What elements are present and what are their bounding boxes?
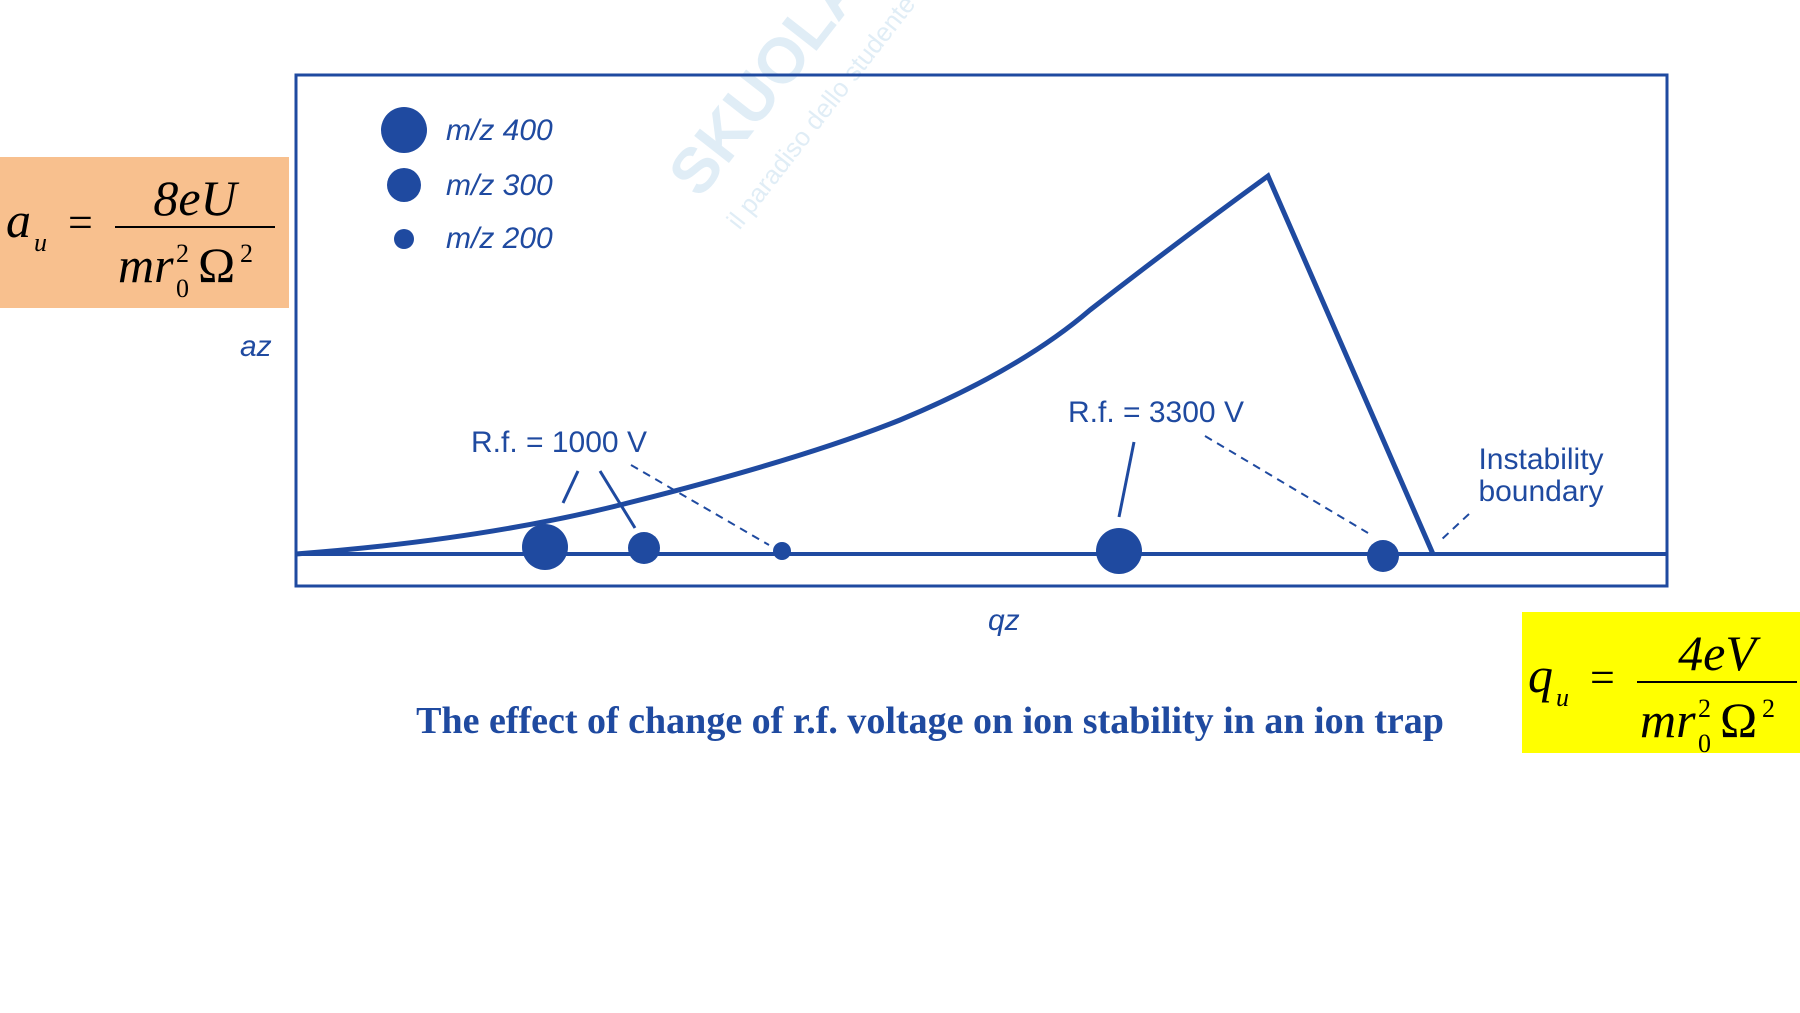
formula: q u = 4eV mr 0 2 Ω 2 <box>1528 625 1797 758</box>
y-axis-label: az <box>240 330 272 363</box>
formula-box <box>0 157 289 308</box>
formula-numerator: 8eU <box>153 170 239 226</box>
legend-label: m/z 400 <box>446 114 553 147</box>
annotation: boundary <box>1478 475 1603 508</box>
formula-denominator-subscript: 0 <box>176 274 189 303</box>
formula-denominator-subscript: 0 <box>1698 729 1711 758</box>
stability-boundary <box>295 172 1436 557</box>
formula-omega: Ω <box>198 237 235 293</box>
pointers <box>561 435 1470 546</box>
formula-denominator-base: mr <box>1640 692 1696 748</box>
formula-omega-power: 2 <box>1762 694 1775 723</box>
formula: a u = 8eU mr 0 2 Ω 2 <box>6 170 275 303</box>
legend-label: m/z 300 <box>446 169 553 202</box>
formula-denominator-superscript: 2 <box>176 239 189 268</box>
formula-subscript: u <box>34 228 47 257</box>
formula-numerator: 4eV <box>1678 625 1761 681</box>
legend-dot <box>381 107 427 153</box>
pointer <box>1117 441 1136 518</box>
plot-frame <box>294 73 1669 588</box>
formula-equals: = <box>1590 653 1615 702</box>
formula-symbol: a <box>6 192 31 248</box>
ion-400-low <box>522 524 568 570</box>
formula-symbol: q <box>1528 647 1553 703</box>
pointer <box>561 470 580 504</box>
caption: The effect of change of r.f. voltage on … <box>416 700 1444 742</box>
ion-300-low <box>628 532 660 564</box>
ion-400-high <box>1096 528 1142 574</box>
pointer <box>630 464 770 546</box>
legend-dot <box>387 168 421 202</box>
formula-subscript: u <box>1556 683 1569 712</box>
formula-equals: = <box>68 198 93 247</box>
formula-denominator-base: mr <box>118 237 174 293</box>
pointer <box>1204 435 1369 534</box>
pointer <box>598 470 637 529</box>
legend-dot <box>394 229 414 249</box>
annotation: R.f. = 3300 V <box>1068 396 1244 429</box>
ion-300-high <box>1367 540 1399 572</box>
annotation: R.f. = 1000 V <box>471 426 647 459</box>
annotation: Instability <box>1478 443 1603 476</box>
formula-omega: Ω <box>1720 692 1757 748</box>
formula-denominator-superscript: 2 <box>1698 694 1711 723</box>
x-axis-label: qz <box>988 604 1020 637</box>
legend-label: m/z 200 <box>446 222 553 255</box>
formula-omega-power: 2 <box>240 239 253 268</box>
pointer <box>1440 513 1470 541</box>
ion-200-low <box>773 542 791 560</box>
